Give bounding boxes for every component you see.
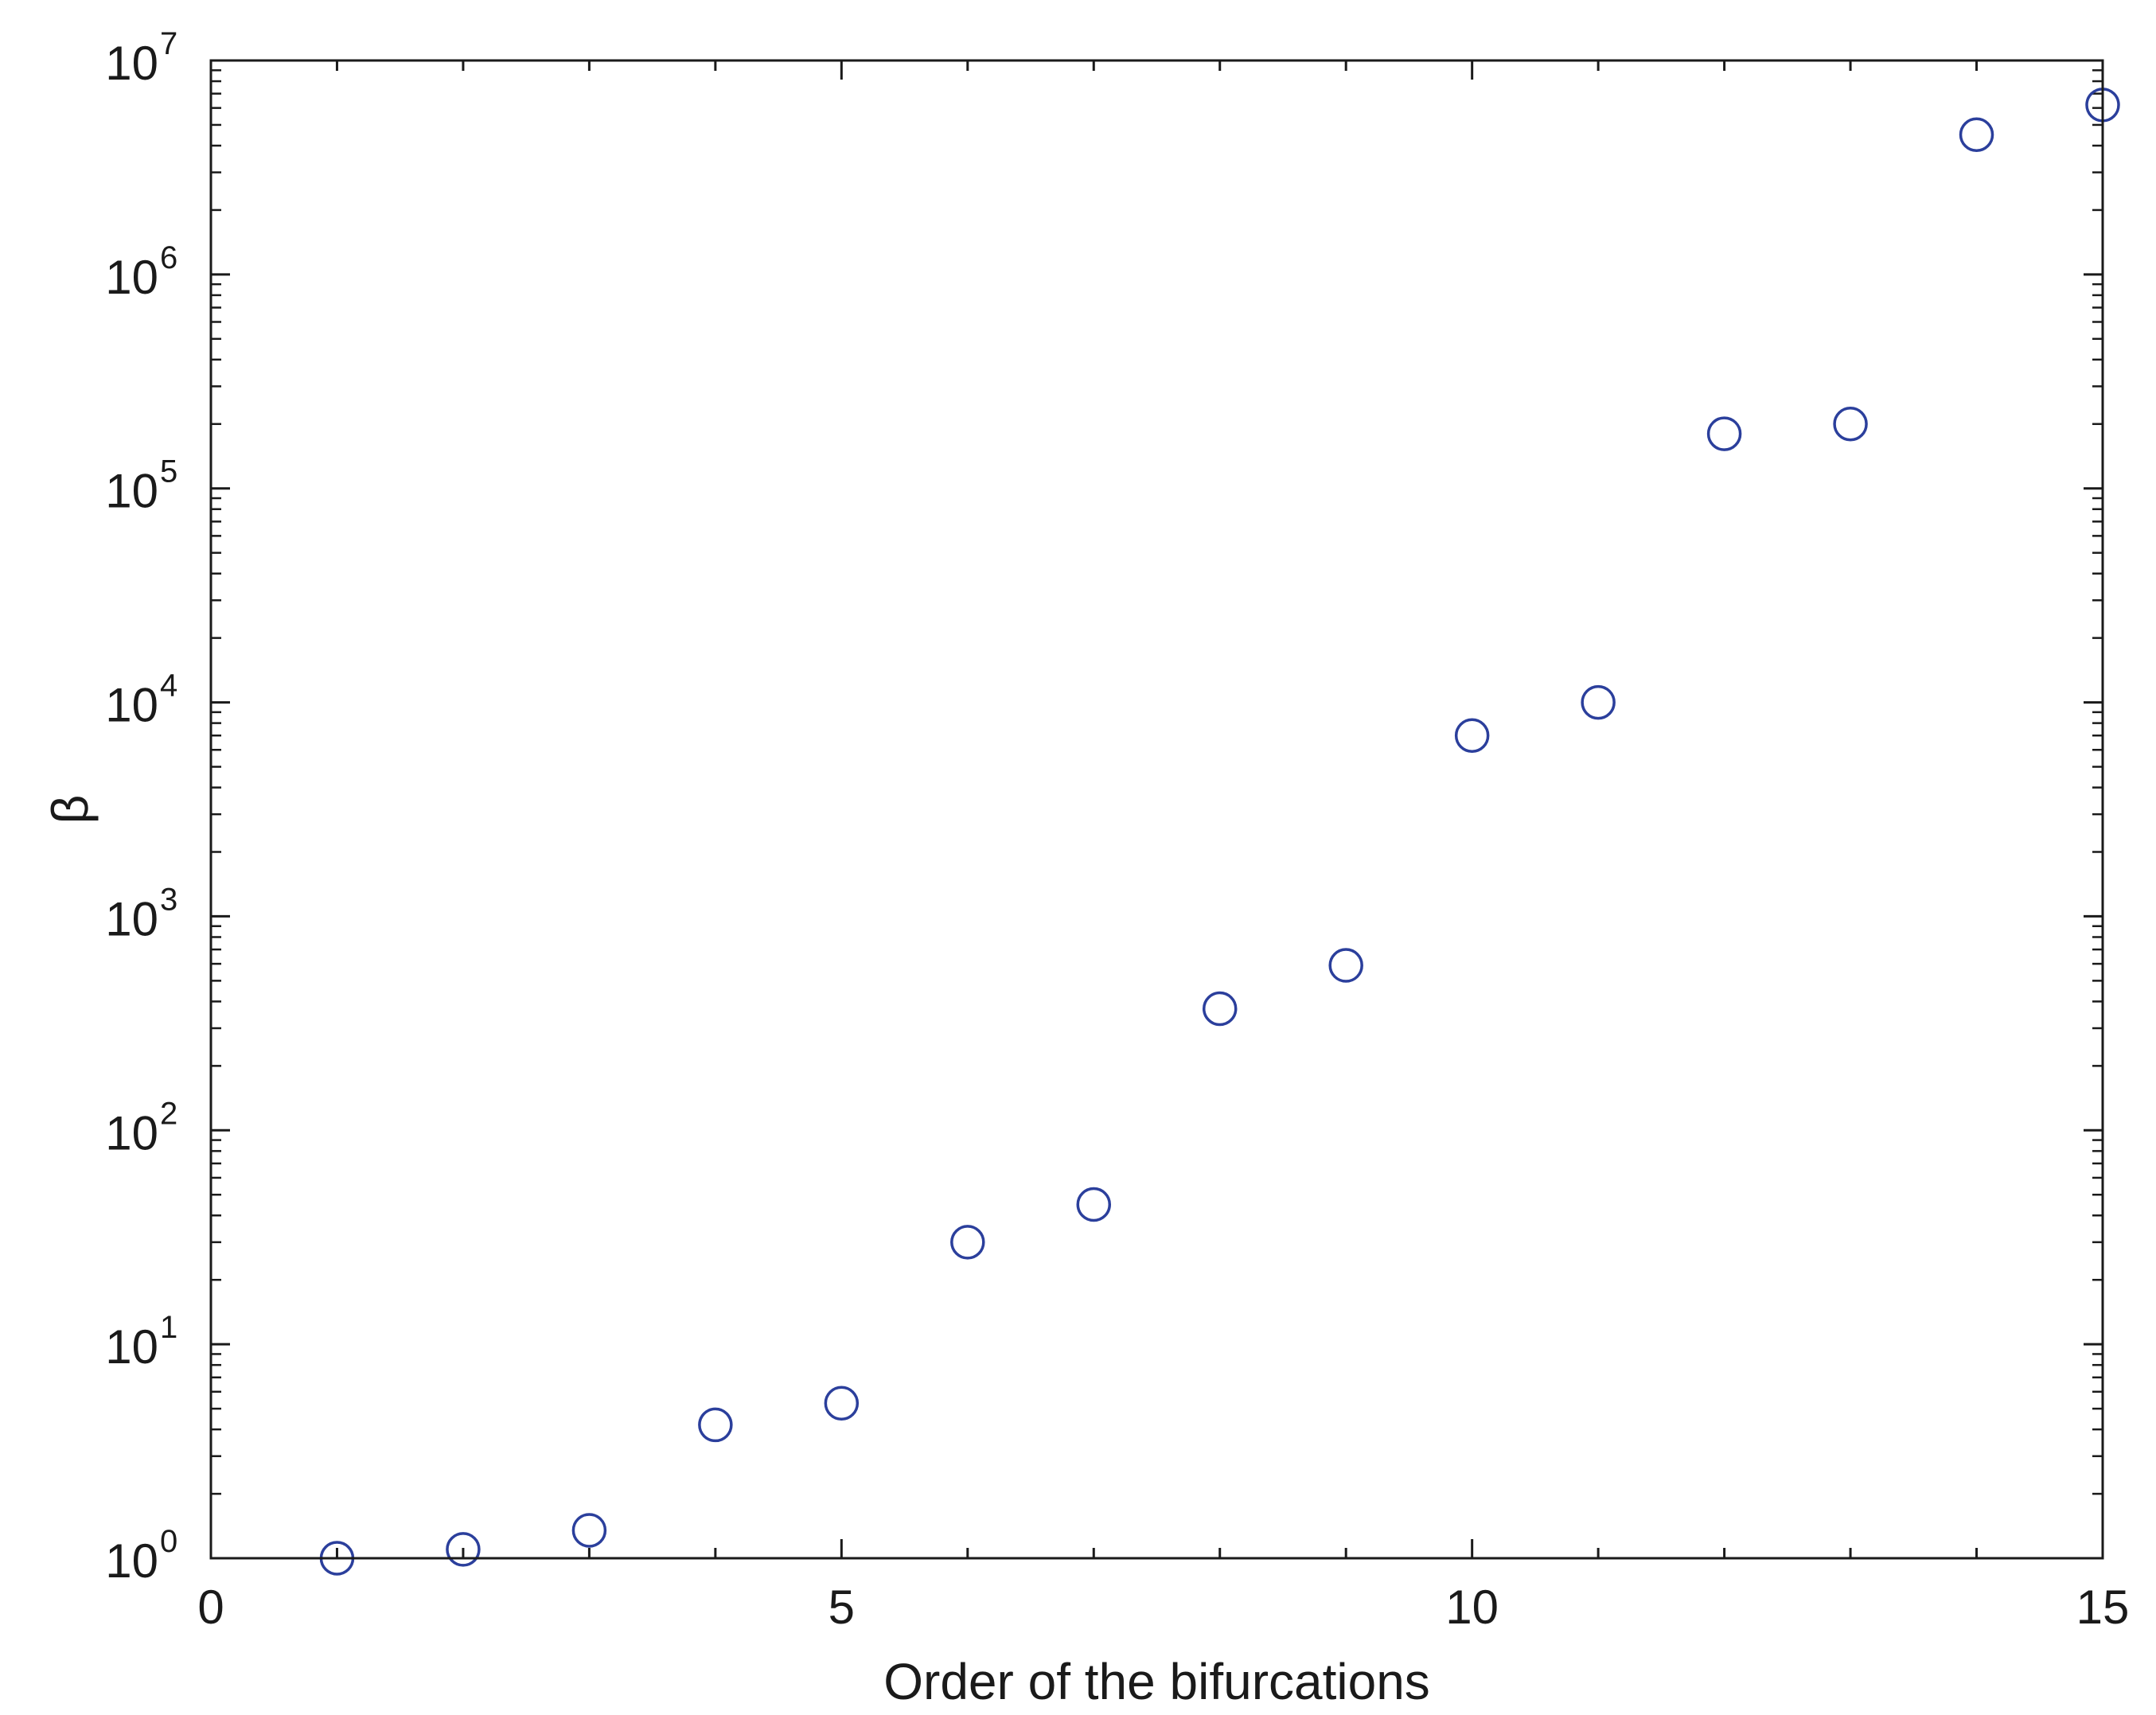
data-point	[571, 1513, 607, 1548]
y-tick-label: 10	[105, 1534, 158, 1588]
y-tick-exponent: 5	[160, 454, 177, 489]
data-point	[446, 1532, 481, 1567]
data-point	[1076, 1187, 1112, 1222]
data-point	[1202, 991, 1238, 1027]
y-tick-exponent: 7	[160, 26, 177, 61]
y-tick-label: 10	[105, 251, 158, 304]
data-point	[1706, 416, 1742, 451]
data-point	[1833, 407, 1868, 442]
x-tick-label: 15	[2076, 1581, 2130, 1634]
y-tick-label: 10	[105, 679, 158, 732]
x-tick-label: 10	[1445, 1581, 1499, 1634]
axis-ticks	[209, 59, 2104, 1560]
plot-frame	[209, 59, 2104, 1560]
y-tick-exponent: 1	[160, 1310, 177, 1345]
y-tick-label: 10	[105, 1106, 158, 1160]
x-axis-title: Order of the bifurcations	[883, 1653, 1430, 1710]
y-tick-exponent: 3	[160, 882, 177, 917]
data-point	[1581, 684, 1616, 720]
data-point	[1328, 948, 1363, 983]
x-tick-label: 0	[197, 1581, 224, 1634]
data-point	[1959, 117, 1994, 152]
y-tick-label: 10	[105, 465, 158, 518]
data-point	[824, 1386, 860, 1421]
data-point	[950, 1225, 985, 1260]
y-tick-label: 10	[105, 37, 158, 90]
x-tick-label: 5	[828, 1581, 855, 1634]
y-tick-label: 10	[105, 892, 158, 945]
data-points	[319, 88, 2120, 1576]
data-point	[698, 1407, 733, 1443]
y-tick-exponent: 4	[160, 668, 177, 704]
y-tick-exponent: 0	[160, 1524, 177, 1559]
y-axis-title: β	[41, 795, 99, 824]
y-tick-label: 10	[105, 1320, 158, 1374]
data-point	[1454, 718, 1490, 753]
y-tick-exponent: 6	[160, 240, 177, 275]
y-tick-exponent: 2	[160, 1096, 177, 1131]
